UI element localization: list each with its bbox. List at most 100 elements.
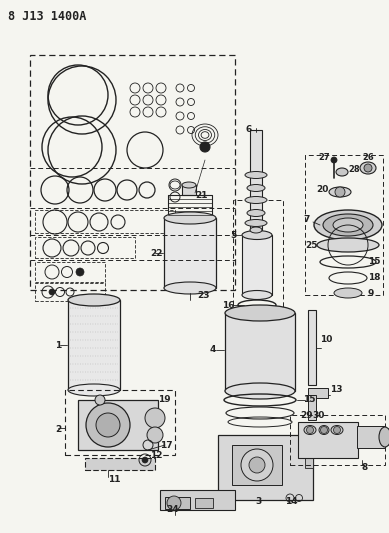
Text: 3: 3 [255, 497, 261, 506]
Text: 16: 16 [222, 301, 235, 310]
Circle shape [142, 457, 148, 463]
Circle shape [49, 289, 55, 295]
Ellipse shape [333, 218, 363, 232]
Ellipse shape [245, 197, 267, 204]
Bar [218, 435, 313, 500]
Text: 8: 8 [362, 464, 368, 472]
Text: 13: 13 [330, 385, 342, 394]
Ellipse shape [225, 305, 295, 321]
Bar [35, 237, 135, 258]
Text: 15: 15 [303, 395, 315, 405]
Bar [35, 262, 105, 282]
Bar [164, 218, 216, 288]
Ellipse shape [247, 184, 265, 191]
Circle shape [331, 157, 337, 163]
Ellipse shape [360, 162, 376, 174]
Ellipse shape [250, 227, 262, 233]
Bar [305, 155, 383, 295]
Circle shape [95, 395, 105, 405]
Text: 19: 19 [158, 395, 171, 405]
Text: 18: 18 [368, 273, 380, 282]
Text: 11: 11 [108, 475, 121, 484]
Circle shape [249, 457, 265, 473]
Text: 8 J13 1400A: 8 J13 1400A [8, 10, 86, 23]
Text: 9: 9 [368, 288, 374, 297]
Bar [305, 448, 313, 468]
Text: 22: 22 [150, 248, 163, 257]
Ellipse shape [68, 384, 120, 396]
Circle shape [335, 187, 345, 197]
Bar [357, 426, 385, 448]
Text: 10: 10 [320, 335, 332, 344]
Text: 27: 27 [318, 154, 330, 163]
Circle shape [167, 496, 181, 510]
Bar [242, 235, 272, 295]
Ellipse shape [247, 209, 265, 216]
Bar [195, 498, 213, 508]
Text: 21: 21 [195, 190, 207, 199]
Ellipse shape [182, 182, 196, 188]
Ellipse shape [317, 238, 379, 252]
Bar [165, 497, 190, 509]
Text: 20: 20 [316, 185, 328, 195]
Text: 1: 1 [55, 341, 61, 350]
Ellipse shape [329, 187, 351, 197]
Text: 4: 4 [210, 345, 216, 354]
Bar [308, 310, 316, 385]
Circle shape [147, 427, 163, 443]
Text: 30: 30 [312, 410, 324, 419]
Text: 5: 5 [230, 230, 236, 239]
Bar [298, 422, 358, 458]
Circle shape [333, 426, 340, 433]
Bar [160, 490, 235, 510]
Ellipse shape [319, 425, 329, 434]
Ellipse shape [245, 172, 267, 179]
Circle shape [321, 426, 328, 433]
Circle shape [241, 449, 273, 481]
Text: 24: 24 [166, 505, 179, 514]
Bar [290, 415, 385, 465]
Bar [308, 388, 328, 398]
Text: 17: 17 [160, 440, 173, 449]
Circle shape [145, 408, 165, 428]
Bar [85, 458, 155, 470]
Ellipse shape [225, 383, 295, 399]
Ellipse shape [164, 282, 216, 294]
Ellipse shape [68, 294, 120, 306]
Ellipse shape [379, 427, 389, 447]
Ellipse shape [336, 168, 348, 176]
Text: 14: 14 [285, 497, 298, 506]
Bar [78, 400, 158, 450]
Text: 12: 12 [150, 450, 163, 459]
Circle shape [96, 413, 120, 437]
Text: 6: 6 [246, 125, 252, 134]
Text: 26: 26 [362, 154, 374, 163]
Circle shape [76, 268, 84, 276]
Ellipse shape [164, 212, 216, 224]
Bar [65, 390, 175, 455]
Bar [225, 313, 295, 391]
Ellipse shape [304, 425, 316, 434]
Text: 15: 15 [368, 257, 380, 266]
Bar [35, 210, 175, 233]
Ellipse shape [331, 425, 343, 434]
Text: 23: 23 [197, 290, 210, 300]
Ellipse shape [323, 214, 373, 236]
Bar [233, 200, 283, 350]
Bar [182, 185, 196, 195]
Circle shape [307, 426, 314, 433]
Bar [30, 55, 235, 290]
Text: 29: 29 [300, 410, 313, 419]
Bar [68, 300, 120, 390]
Bar [35, 283, 105, 301]
Ellipse shape [314, 210, 382, 240]
Ellipse shape [245, 220, 267, 227]
Bar [250, 130, 262, 230]
Bar [232, 445, 282, 485]
Circle shape [200, 142, 210, 152]
Circle shape [364, 164, 372, 172]
Bar [308, 395, 316, 420]
Ellipse shape [242, 230, 272, 239]
Text: 2: 2 [55, 425, 61, 434]
Bar [168, 195, 212, 218]
